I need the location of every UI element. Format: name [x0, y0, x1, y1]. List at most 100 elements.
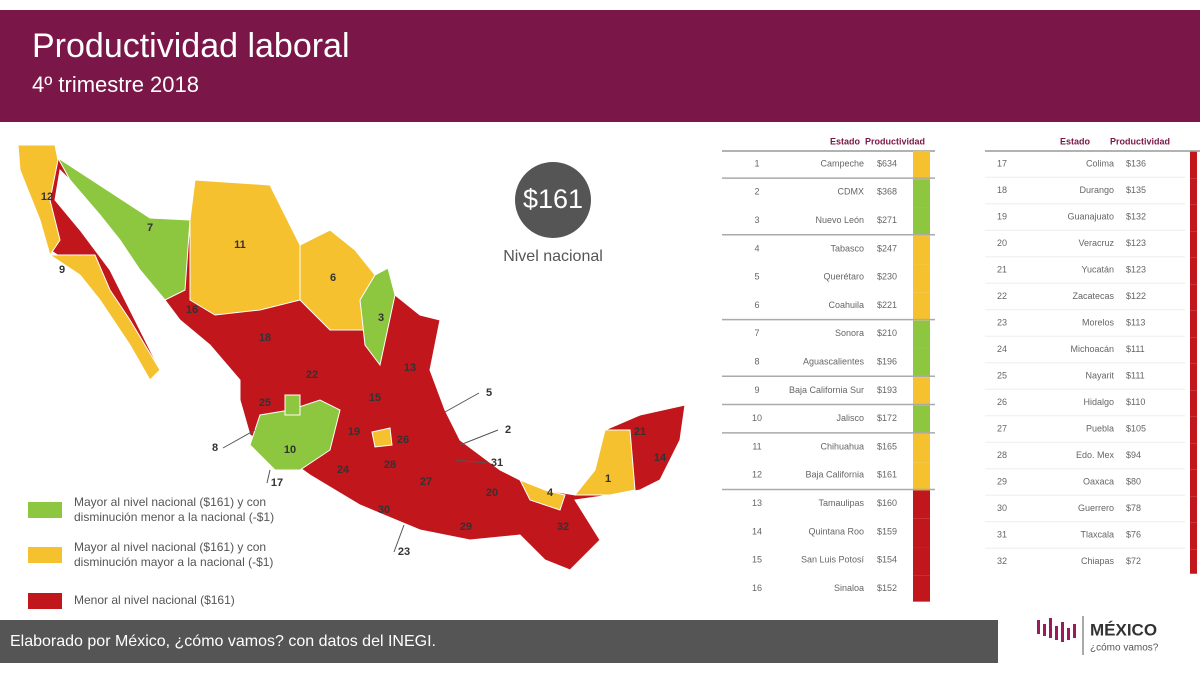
level-bar — [1190, 390, 1197, 417]
state-name: Hidalgo — [1083, 397, 1114, 407]
level-bar — [913, 320, 930, 349]
level-bar — [913, 348, 930, 378]
legend-text: Mayor al nivel nacional ($161) y con — [74, 540, 266, 554]
state-name: Nayarit — [1085, 370, 1114, 380]
level-bar — [1190, 151, 1197, 179]
rank: 31 — [997, 529, 1007, 539]
level-bar — [913, 207, 930, 236]
logo-brand: MÉXICO — [1090, 620, 1157, 639]
state-name: Colima — [1086, 158, 1114, 168]
productivity: $78 — [1126, 503, 1141, 513]
state-name: Durango — [1079, 185, 1114, 195]
legend-text: disminución mayor a la nacional (-$1) — [74, 555, 273, 569]
state-name: Michoacán — [1070, 344, 1114, 354]
level-bar — [1190, 496, 1197, 523]
level-bar — [913, 547, 930, 576]
state-number: 17 — [271, 477, 283, 489]
state-name: Aguascalientes — [803, 356, 865, 366]
state-number: 16 — [186, 304, 198, 316]
tables: Estado Productividad Estado Productividad 1 C… — [722, 136, 1200, 602]
state-name: Querétaro — [823, 272, 864, 282]
table-header: Productividad — [865, 136, 925, 146]
state-number: 4 — [547, 487, 554, 499]
state-number: 15 — [369, 392, 381, 404]
state-number: 10 — [284, 444, 296, 456]
state-number: 24 — [337, 464, 350, 476]
level-bar — [913, 433, 930, 463]
state-number: 25 — [259, 397, 271, 409]
level-bar — [1190, 178, 1197, 205]
national-badge — [515, 162, 591, 238]
rank: 17 — [997, 158, 1007, 168]
state-number: 18 — [259, 332, 271, 344]
productivity: $94 — [1126, 450, 1141, 460]
rank: 8 — [754, 356, 759, 366]
rank: 24 — [997, 344, 1007, 354]
table-header: Estado — [1060, 136, 1091, 146]
rank: 16 — [752, 583, 762, 593]
productivity: $172 — [877, 413, 897, 423]
productivity: $161 — [877, 470, 897, 480]
state-number: 1 — [605, 473, 611, 485]
state-shape — [48, 254, 161, 381]
state-number: 27 — [420, 476, 432, 488]
rank: 14 — [752, 526, 762, 536]
productivity: $210 — [877, 328, 897, 338]
state-name: Baja California — [805, 470, 864, 480]
state-number: 30 — [378, 504, 390, 516]
level-bar — [1190, 257, 1197, 285]
state-name: Campeche — [820, 158, 864, 168]
state-number: 29 — [460, 521, 472, 533]
legend-text: disminución menor a la nacional (-$1) — [74, 510, 274, 524]
state-name: Guanajuato — [1067, 211, 1114, 221]
state-shape — [518, 479, 566, 511]
state-name: Baja California Sur — [789, 385, 864, 395]
rank: 27 — [997, 423, 1007, 433]
state-number: 7 — [147, 222, 153, 234]
state-shape — [284, 394, 301, 416]
level-bar — [913, 377, 930, 406]
rank: 13 — [752, 498, 762, 508]
legend-swatch — [28, 593, 62, 609]
productivity: $111 — [1126, 370, 1145, 380]
state-name: Oaxaca — [1083, 476, 1114, 486]
productivity: $111 — [1126, 344, 1145, 354]
level-bar — [1190, 469, 1197, 497]
logo-icon — [1037, 618, 1076, 642]
legend-text: Menor al nivel nacional ($161) — [74, 593, 235, 607]
level-bar — [1190, 310, 1197, 338]
national-label: Nivel nacional — [503, 248, 603, 265]
level-bar — [913, 490, 930, 519]
state-name: Sinaloa — [834, 583, 864, 593]
state-shape — [371, 427, 393, 448]
state-number: 31 — [491, 457, 503, 469]
productivity: $159 — [877, 526, 897, 536]
state-shape — [57, 157, 191, 301]
header-band — [0, 10, 1200, 122]
state-name: Tlaxcala — [1080, 529, 1114, 539]
state-number: 22 — [306, 369, 318, 381]
state-number: 28 — [384, 459, 396, 471]
state-number: 12 — [41, 191, 53, 203]
state-number: 23 — [398, 546, 410, 558]
subtitle: 4º trimestre 2018 — [32, 72, 199, 97]
leader-line — [393, 524, 405, 553]
state-name: Chiapas — [1081, 556, 1115, 566]
productivity: $634 — [877, 158, 897, 168]
rank: 7 — [754, 328, 759, 338]
level-bar — [1190, 549, 1197, 574]
legend-swatch — [28, 502, 62, 518]
state-number: 6 — [330, 272, 336, 284]
leader-line — [444, 392, 480, 413]
rank: 15 — [752, 555, 762, 565]
state-shape — [17, 144, 61, 257]
level-bar — [1190, 443, 1197, 470]
state-name: Morelos — [1082, 317, 1115, 327]
state-name: Veracruz — [1078, 238, 1114, 248]
level-bar — [1190, 204, 1197, 232]
state-shape — [573, 429, 636, 496]
legend-swatch — [28, 547, 62, 563]
productivity: $113 — [1126, 317, 1145, 327]
level-bar — [913, 179, 930, 208]
